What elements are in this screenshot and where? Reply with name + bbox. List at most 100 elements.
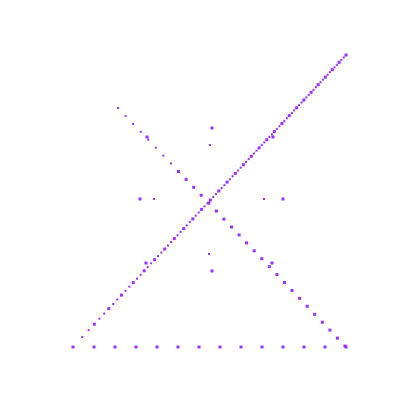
rise-dot	[326, 73, 329, 76]
fall-dot	[192, 185, 196, 189]
rise-dot	[239, 166, 242, 169]
long-diagonal	[71, 53, 348, 349]
rise-dot	[295, 106, 299, 110]
base-dot	[281, 345, 285, 349]
rise-dot	[107, 307, 111, 311]
rise-dot	[316, 83, 320, 87]
base-dot	[92, 345, 96, 349]
rise-dot	[146, 266, 149, 269]
stray-dot	[263, 198, 265, 200]
stray-dot	[270, 261, 274, 265]
rise-dot	[298, 104, 301, 107]
rise-dot	[136, 277, 138, 280]
fall-dot	[298, 296, 302, 300]
rise-dot	[228, 178, 231, 181]
rise-dot	[124, 289, 127, 292]
rise-dot	[290, 112, 293, 114]
rise-dot	[340, 58, 343, 61]
rise-dot	[231, 175, 234, 178]
fall-dot	[275, 273, 279, 277]
stray-dot	[153, 198, 155, 200]
rise-dot	[245, 160, 247, 163]
base-dot	[176, 345, 180, 349]
rise-dot	[319, 81, 322, 84]
stray-dot	[144, 261, 148, 265]
rise-dot	[185, 224, 188, 227]
rise-dot	[252, 152, 255, 155]
rise-dot	[265, 138, 269, 142]
rise-dot	[270, 133, 273, 136]
rise-dot	[314, 86, 317, 89]
fall-dot	[290, 289, 294, 292]
fall-dot	[328, 328, 332, 332]
rise-dot	[142, 269, 146, 273]
base-dot	[260, 345, 264, 349]
rise-dot	[203, 205, 206, 208]
rise-dot	[87, 329, 90, 332]
base-line	[71, 345, 348, 349]
rise-dot	[81, 336, 84, 338]
stray-dot	[209, 144, 211, 146]
rise-dot	[157, 255, 159, 258]
rise-dot	[330, 68, 334, 72]
fall-dot	[260, 257, 264, 261]
rise-dot	[200, 207, 204, 211]
stray-dot	[208, 253, 210, 255]
fall-dot	[154, 146, 157, 149]
rise-dot	[160, 251, 163, 254]
rise-dot	[302, 98, 306, 102]
rise-dot	[166, 244, 169, 247]
rise-dot	[225, 180, 229, 184]
fall-dot	[184, 177, 188, 181]
rise-dot	[215, 193, 217, 196]
rise-dot	[344, 53, 348, 57]
rise-dot	[285, 117, 288, 120]
fall-dot	[252, 249, 256, 253]
rise-dot	[293, 109, 296, 112]
rise-dot	[275, 127, 278, 130]
fall-dot	[230, 225, 233, 229]
rise-dot	[233, 171, 237, 175]
fall-dot	[335, 336, 339, 340]
base-dot	[134, 345, 138, 349]
rise-dot	[287, 114, 291, 118]
rise-dot	[323, 75, 327, 79]
stray-dot	[210, 126, 214, 130]
rise-dot	[342, 56, 345, 59]
rise-dot	[172, 237, 176, 241]
base-dot	[197, 345, 201, 349]
rise-dot	[335, 63, 338, 66]
fall-dot	[313, 312, 317, 316]
rise-dot	[103, 312, 106, 315]
rise-dot	[153, 258, 157, 262]
rise-dot	[128, 285, 131, 288]
rise-dot	[257, 146, 261, 150]
fall-dot	[162, 154, 165, 157]
rise-dot	[208, 198, 212, 202]
rise-dot	[170, 241, 173, 243]
base-dot	[218, 345, 222, 349]
rise-dot	[300, 101, 303, 104]
fall-dot	[170, 162, 172, 165]
rise-dot	[194, 214, 197, 217]
base-dot	[302, 345, 306, 349]
fall-dot	[305, 304, 309, 308]
center-stray-dots	[138, 126, 285, 273]
fall-dot	[214, 209, 218, 213]
fall-dot	[207, 201, 211, 205]
fall-dot	[320, 320, 324, 324]
fall-dot	[177, 170, 180, 173]
stray-dot	[281, 197, 285, 201]
fall-dot	[117, 107, 119, 109]
rise-dot	[217, 189, 221, 193]
rise-dot	[333, 66, 336, 69]
rise-dot	[309, 90, 313, 94]
rise-dot	[92, 322, 96, 326]
base-dot	[155, 345, 159, 349]
rise-dot	[220, 187, 223, 190]
rise-dot	[131, 281, 135, 285]
rise-dot	[191, 217, 195, 221]
fall-dot	[124, 114, 127, 117]
rise-dot	[197, 211, 200, 214]
